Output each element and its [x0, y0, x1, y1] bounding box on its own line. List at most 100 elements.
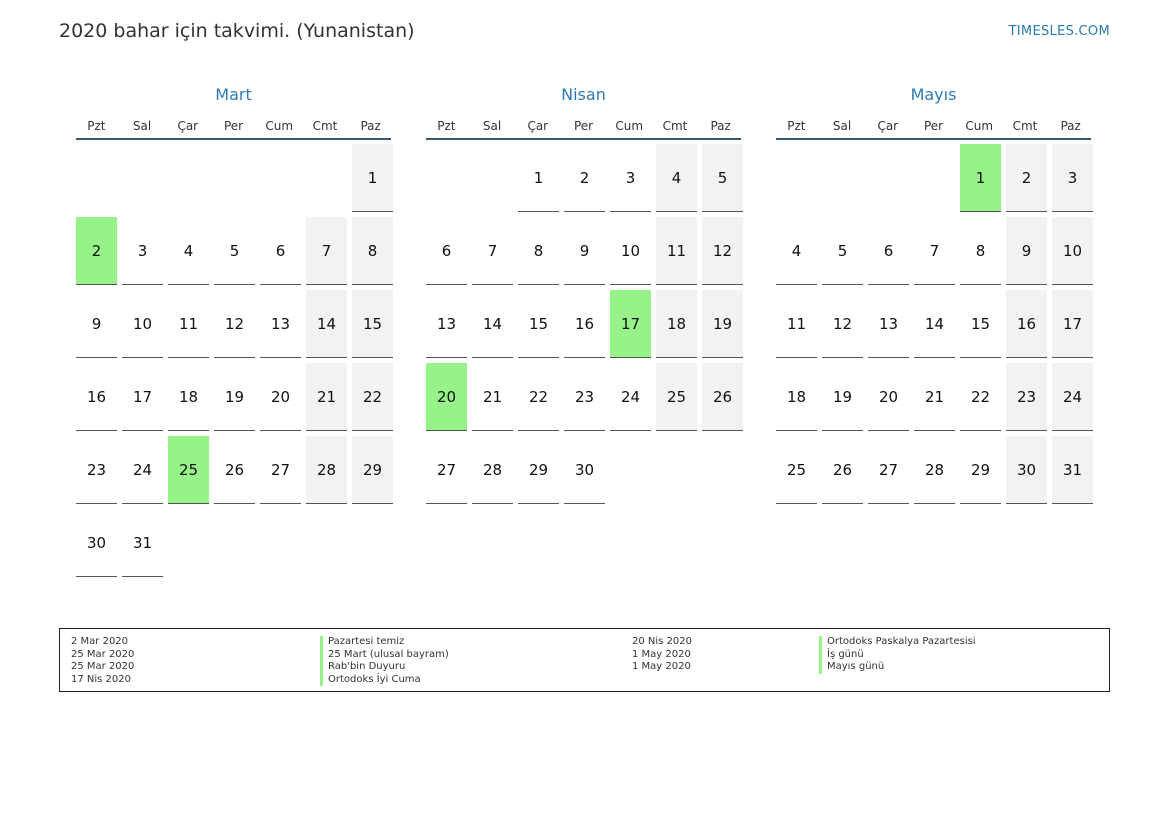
day-cell[interactable]: 20	[868, 363, 909, 431]
day-cell[interactable]: 3	[610, 144, 651, 212]
day-cell[interactable]: 8	[352, 217, 393, 285]
day-cell[interactable]: 16	[1006, 290, 1047, 358]
day-cell[interactable]: 19	[214, 363, 255, 431]
day-cell[interactable]: 8	[960, 217, 1001, 285]
day-cell[interactable]: 27	[868, 436, 909, 504]
month-title: Mayıs	[910, 85, 957, 104]
day-cell[interactable]: 26	[702, 363, 743, 431]
day-cell[interactable]: 15	[518, 290, 559, 358]
day-cell[interactable]: 29	[352, 436, 393, 504]
day-cell[interactable]: 18	[776, 363, 817, 431]
day-cell[interactable]: 7	[914, 217, 955, 285]
day-cell[interactable]: 28	[306, 436, 347, 504]
day-cell[interactable]: 23	[76, 436, 117, 504]
day-cell[interactable]: 18	[168, 363, 209, 431]
day-cell[interactable]: 18	[656, 290, 697, 358]
page-title: 2020 bahar için takvimi. (Yunanistan)	[59, 20, 415, 42]
day-cell[interactable]: 2	[1006, 144, 1047, 212]
day-cell[interactable]: 30	[564, 436, 605, 504]
day-cell[interactable]: 13	[260, 290, 301, 358]
day-cell[interactable]: 2	[564, 144, 605, 212]
day-cell[interactable]: 10	[610, 217, 651, 285]
day-cell[interactable]: 25	[776, 436, 817, 504]
day-cell[interactable]: 6	[426, 217, 467, 285]
day-cell[interactable]: 4	[776, 217, 817, 285]
day-cell[interactable]: 21	[472, 363, 513, 431]
day-cell[interactable]: 21	[914, 363, 955, 431]
day-cell[interactable]: 29	[518, 436, 559, 504]
day-cell[interactable]: 6	[868, 217, 909, 285]
day-cell[interactable]: 29	[960, 436, 1001, 504]
day-cell[interactable]: 30	[1006, 436, 1047, 504]
day-cell[interactable]: 23	[564, 363, 605, 431]
site-link[interactable]: TIMESLES.COM	[1008, 24, 1110, 39]
day-cell[interactable]: 13	[868, 290, 909, 358]
day-cell[interactable]: 12	[702, 217, 743, 285]
day-cell[interactable]: 24	[610, 363, 651, 431]
day-cell[interactable]: 20	[260, 363, 301, 431]
day-cell[interactable]: 25	[656, 363, 697, 431]
day-cell[interactable]: 28	[914, 436, 955, 504]
day-cell[interactable]: 31	[1052, 436, 1093, 504]
day-cell[interactable]: 14	[306, 290, 347, 358]
day-cell[interactable]: 6	[260, 217, 301, 285]
day-cell[interactable]: 4	[656, 144, 697, 212]
day-cell[interactable]: 9	[76, 290, 117, 358]
day-cell[interactable]: 31	[122, 509, 163, 577]
day-cell[interactable]: 7	[306, 217, 347, 285]
day-cell[interactable]: 10	[122, 290, 163, 358]
day-cell[interactable]: 19	[822, 363, 863, 431]
day-cell[interactable]: 13	[426, 290, 467, 358]
day-cell[interactable]: 9	[564, 217, 605, 285]
day-cell[interactable]: 12	[822, 290, 863, 358]
day-cell[interactable]: 11	[656, 217, 697, 285]
day-cell[interactable]: 22	[518, 363, 559, 431]
day-cell[interactable]: 15	[960, 290, 1001, 358]
day-cell[interactable]: 24	[122, 436, 163, 504]
day-cell[interactable]: 30	[76, 509, 117, 577]
day-cell[interactable]: 9	[1006, 217, 1047, 285]
day-cell[interactable]: 17	[122, 363, 163, 431]
day-cell[interactable]: 14	[914, 290, 955, 358]
day-cell[interactable]: 26	[214, 436, 255, 504]
day-cell[interactable]: 3	[1052, 144, 1093, 212]
day-cell[interactable]: 27	[426, 436, 467, 504]
weekday-label: Sal	[832, 119, 852, 133]
day-cell[interactable]: 7	[472, 217, 513, 285]
day-cell[interactable]: 11	[776, 290, 817, 358]
day-cell[interactable]: 23	[1006, 363, 1047, 431]
holiday-day-cell[interactable]: 25	[168, 436, 209, 504]
day-cell[interactable]: 8	[518, 217, 559, 285]
day-cell[interactable]: 16	[76, 363, 117, 431]
day-cell[interactable]: 17	[1052, 290, 1093, 358]
weekday-label: Per	[573, 119, 594, 133]
day-cell[interactable]: 5	[702, 144, 743, 212]
day-cell[interactable]: 22	[352, 363, 393, 431]
day-cell[interactable]: 10	[1052, 217, 1093, 285]
day-cell[interactable]: 1	[352, 144, 393, 212]
day-cell[interactable]: 12	[214, 290, 255, 358]
day-cell[interactable]: 11	[168, 290, 209, 358]
day-cell[interactable]: 16	[564, 290, 605, 358]
day-cell[interactable]: 15	[352, 290, 393, 358]
day-cell[interactable]: 27	[260, 436, 301, 504]
day-cell[interactable]: 22	[960, 363, 1001, 431]
day-cell[interactable]: 3	[122, 217, 163, 285]
holiday-day-cell[interactable]: 20	[426, 363, 467, 431]
holiday-day-cell[interactable]: 17	[610, 290, 651, 358]
day-cell[interactable]: 14	[472, 290, 513, 358]
legend-entry: 25 Mar 2020	[71, 648, 135, 660]
day-cell[interactable]: 21	[306, 363, 347, 431]
day-cell[interactable]: 24	[1052, 363, 1093, 431]
day-cell[interactable]: 1	[518, 144, 559, 212]
day-cell[interactable]: 26	[822, 436, 863, 504]
day-cell[interactable]: 4	[168, 217, 209, 285]
empty-cell	[260, 144, 301, 212]
holiday-day-cell[interactable]: 2	[76, 217, 117, 285]
day-cell[interactable]: 28	[472, 436, 513, 504]
weekday-label: Sal	[482, 119, 502, 133]
day-cell[interactable]: 19	[702, 290, 743, 358]
day-cell[interactable]: 5	[822, 217, 863, 285]
holiday-day-cell[interactable]: 1	[960, 144, 1001, 212]
day-cell[interactable]: 5	[214, 217, 255, 285]
